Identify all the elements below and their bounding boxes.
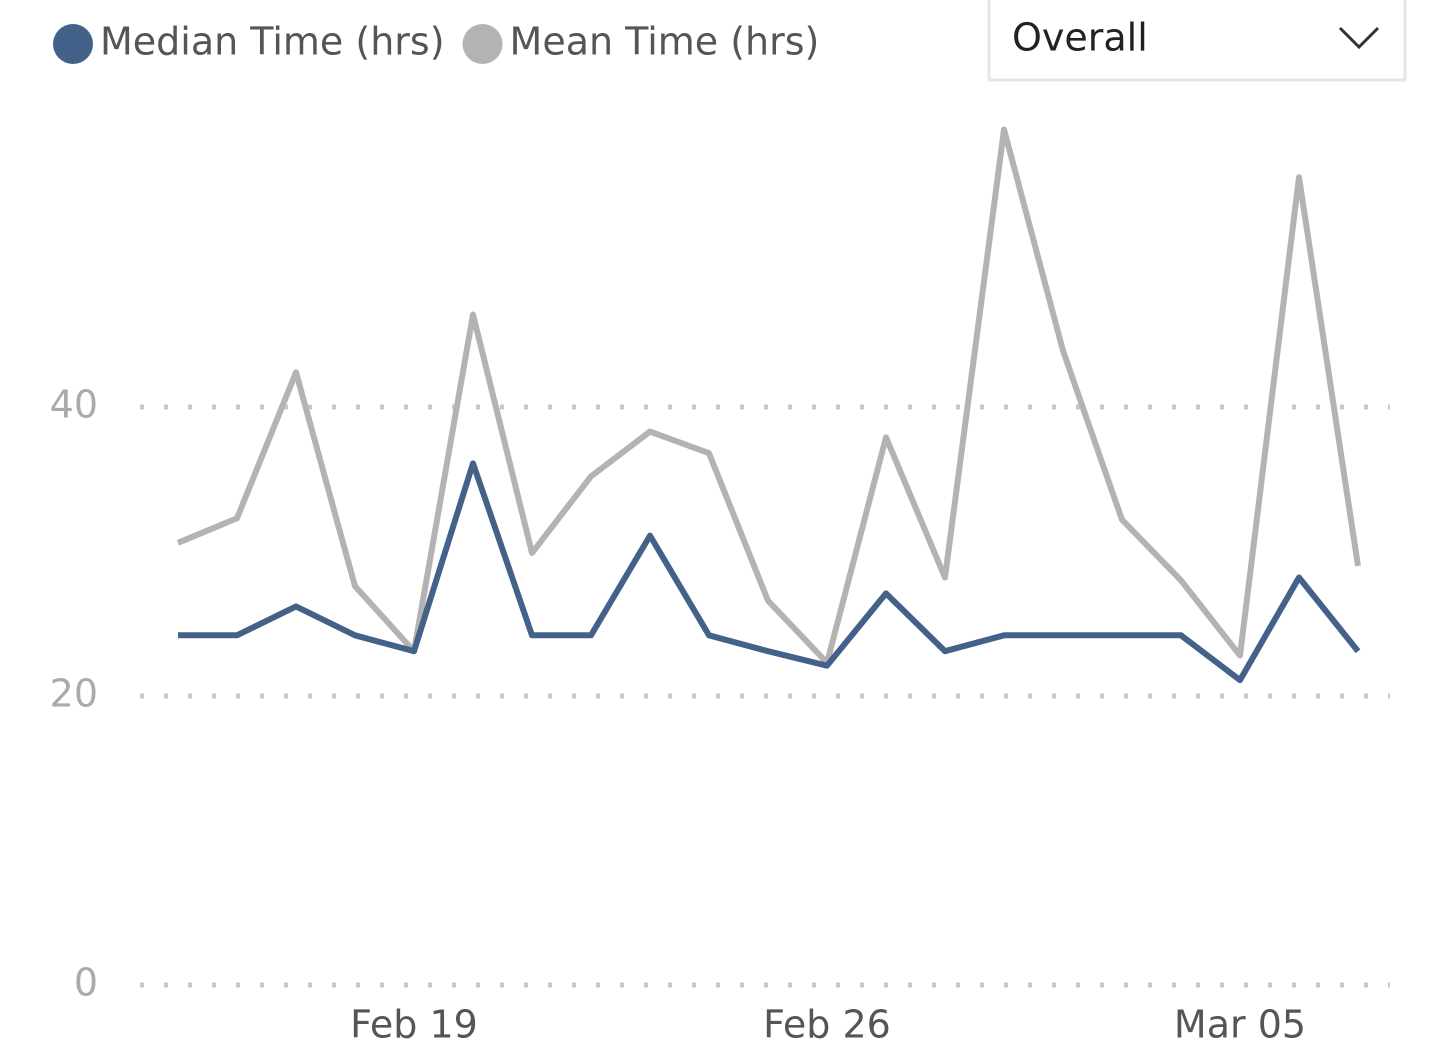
x-tick-label: Feb 26 — [763, 1003, 891, 1047]
x-tick-label: Feb 19 — [350, 1003, 478, 1047]
legend-swatch — [462, 24, 503, 64]
legend-swatch — [53, 24, 93, 64]
series-line — [176, 126, 1361, 666]
y-tick-label: 20 — [50, 672, 98, 716]
dropdown-chevron[interactable] — [1338, 26, 1380, 50]
legend-label: Mean Time (hrs) — [510, 20, 820, 64]
dropdown[interactable]: Overall — [987, 0, 1407, 82]
dropdown-label[interactable]: Overall — [1012, 16, 1148, 60]
series-line — [178, 460, 1361, 684]
y-tick-label: 40 — [50, 383, 98, 427]
dropdown-box[interactable] — [987, 0, 1407, 82]
y-tick-label: 0 — [74, 961, 98, 1005]
x-tick-label: Mar 05 — [1174, 1003, 1306, 1047]
legend-label: Median Time (hrs) — [100, 20, 445, 64]
